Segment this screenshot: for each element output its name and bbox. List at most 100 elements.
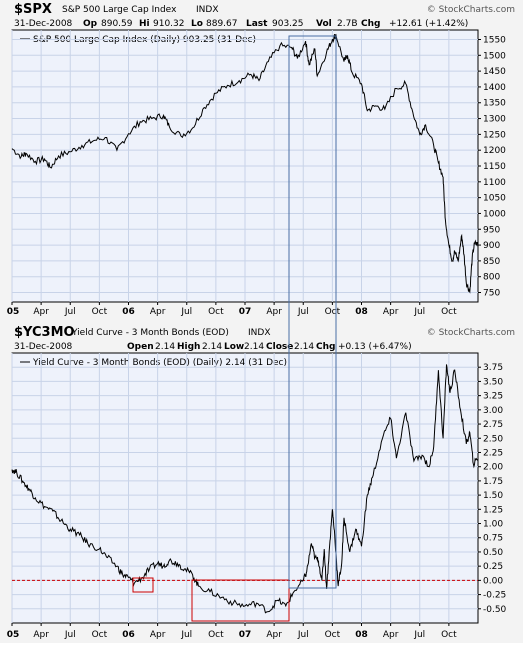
yc3mo-ytick-label: 3.50: [483, 377, 503, 387]
yc3mo-low: 2.14: [244, 342, 264, 352]
yc3mo-exchange: INDX: [248, 328, 270, 338]
spx-low-label: Lo: [191, 19, 203, 29]
yc3mo-ytick-label: 2.00: [483, 463, 503, 473]
spx-chg-label: Chg: [361, 19, 380, 29]
spx-ytick-label: 1500: [483, 51, 506, 61]
yc3mo-legend: Yield Curve - 3 Month Bonds (EOD) (Daily…: [32, 358, 287, 368]
yc3mo-xtick-label: Jul: [64, 630, 76, 640]
yc3mo-ytick-label: 0.00: [483, 576, 503, 586]
site-watermark-2: © StockCharts.com: [427, 328, 515, 338]
spx-ytick-label: 1250: [483, 130, 506, 140]
spx-last-label: Last: [246, 19, 268, 29]
spx-xtick-label: 08: [355, 307, 368, 317]
yc3mo-ytick-label: -0.25: [483, 591, 506, 601]
yc3mo-xtick-label: Jul: [180, 630, 192, 640]
spx-exchange: INDX: [196, 5, 218, 15]
yc3mo-low-label: Low: [224, 342, 244, 352]
yc3mo-ytick-label: 2.25: [483, 448, 503, 458]
spx-last: 903.25: [272, 19, 304, 29]
yc3mo-high-label: High: [177, 342, 200, 352]
yc3mo-ytick-label: 0.75: [483, 534, 503, 544]
spx-xtick-label: Jul: [64, 307, 76, 317]
spx-ytick-label: 850: [483, 257, 500, 267]
yc3mo-xtick-label: Apr: [150, 630, 166, 640]
yc3mo-ytick-label: -0.50: [483, 605, 507, 615]
yc3mo-xtick-label: Oct: [325, 630, 341, 640]
yc3mo-xtick-label: Apr: [383, 630, 399, 640]
spx-ytick-label: 1550: [483, 35, 506, 45]
spx-ytick-label: 750: [483, 289, 500, 299]
spx-xtick-label: Jul: [413, 307, 425, 317]
yc3mo-yield-line: [11, 364, 479, 614]
yc3mo-open-label: Open: [127, 342, 154, 352]
spx-ytick-label: 1150: [483, 162, 506, 172]
yc3mo-name: Yield Curve - 3 Month Bonds (EOD): [71, 328, 229, 338]
spx-ytick-label: 1400: [483, 83, 506, 93]
spx-xtick-label: Oct: [92, 307, 108, 317]
yc3mo-high: 2.14: [202, 342, 222, 352]
yc3mo-xtick-label: 07: [239, 630, 252, 640]
yc3mo-xtick-label: Jul: [413, 630, 425, 640]
spx-xtick-label: Apr: [33, 307, 49, 317]
spx-xtick-label: Oct: [325, 307, 341, 317]
spx-legend: S&P 500 Large Cap Index (Daily) 903.25 (…: [33, 35, 256, 45]
yc3mo-xtick-label: Oct: [92, 630, 108, 640]
yc3mo-xtick-label: Oct: [441, 630, 457, 640]
yc3mo-ytick-label: 2.50: [483, 434, 503, 444]
yc3mo-ytick-label: 2.75: [483, 420, 503, 430]
spx-ytick-label: 950: [483, 225, 500, 235]
yc3mo-panel: $YC3MO Yield Curve - 3 Month Bonds (EOD)…: [0, 322, 523, 643]
site-watermark: © StockCharts.com: [427, 5, 515, 15]
spx-ytick-label: 1300: [483, 115, 506, 125]
yc3mo-chg-label: Chg: [316, 342, 335, 352]
spx-ytick-label: 1000: [483, 209, 506, 219]
spx-ytick-label: 1050: [483, 194, 506, 204]
spx-chg: +12.61 (+1.42%): [389, 19, 468, 29]
spx-ytick-label: 1100: [483, 178, 506, 188]
annotations: [132, 35, 337, 622]
spx-xtick-label: Oct: [441, 307, 457, 317]
yc3mo-ytick-label: 1.50: [483, 491, 503, 501]
spx-vol-label: Vol: [316, 19, 332, 29]
spx-date: 31-Dec-2008: [14, 19, 73, 29]
spx-xtick-label: 07: [239, 307, 252, 317]
spx-vol: 2.7B: [337, 19, 358, 29]
spx-panel: $SPX S&P 500 Large Cap Index INDX © Stoc…: [0, 0, 523, 322]
yc3mo-xtick-label: 08: [355, 630, 368, 640]
spx-price-line: [11, 33, 479, 294]
spx-ytick-label: 900: [483, 241, 500, 251]
spx-xtick-label: 05: [7, 307, 20, 317]
yc3mo-xtick-label: Jul: [297, 630, 309, 640]
yc3mo-ytick-label: 1.00: [483, 520, 503, 530]
spx-high: 910.32: [153, 19, 185, 29]
spx-xtick-label: Apr: [150, 307, 166, 317]
spx-high-label: Hi: [139, 19, 150, 29]
inversion-box-2006: [132, 577, 154, 593]
yc3mo-chg: +0.13 (+6.47%): [338, 342, 412, 352]
inversion-box-2007: [191, 579, 290, 622]
spx-name: S&P 500 Large Cap Index: [62, 5, 177, 15]
spx-xtick-label: Jul: [180, 307, 192, 317]
yc3mo-close: 2.14: [294, 342, 314, 352]
yc3mo-ytick-label: 1.25: [483, 505, 503, 515]
spx-xtick-label: Apr: [383, 307, 399, 317]
yc3mo-ytick-label: 1.75: [483, 477, 503, 487]
yc3mo-xtick-label: Apr: [33, 630, 49, 640]
spx-open-label: Op: [83, 19, 98, 29]
spx-symbol: $SPX: [14, 2, 52, 17]
yc3mo-symbol: $YC3MO: [14, 325, 75, 340]
yc3mo-date: 31-Dec-2008: [14, 342, 73, 352]
spx-ytick-label: 1450: [483, 67, 506, 77]
yc3mo-ytick-label: 0.25: [483, 562, 503, 572]
spx-ytick-label: 800: [483, 273, 500, 283]
spx-xtick-label: 06: [122, 307, 135, 317]
spx-xtick-label: Jul: [297, 307, 309, 317]
yc3mo-ytick-label: 3.25: [483, 392, 503, 402]
yc3mo-ytick-label: 3.00: [483, 406, 503, 416]
spx-xtick-label: Oct: [208, 307, 224, 317]
spx-ytick-label: 1350: [483, 99, 506, 109]
spx-xtick-label: Apr: [266, 307, 282, 317]
spx-open: 890.59: [101, 19, 133, 29]
